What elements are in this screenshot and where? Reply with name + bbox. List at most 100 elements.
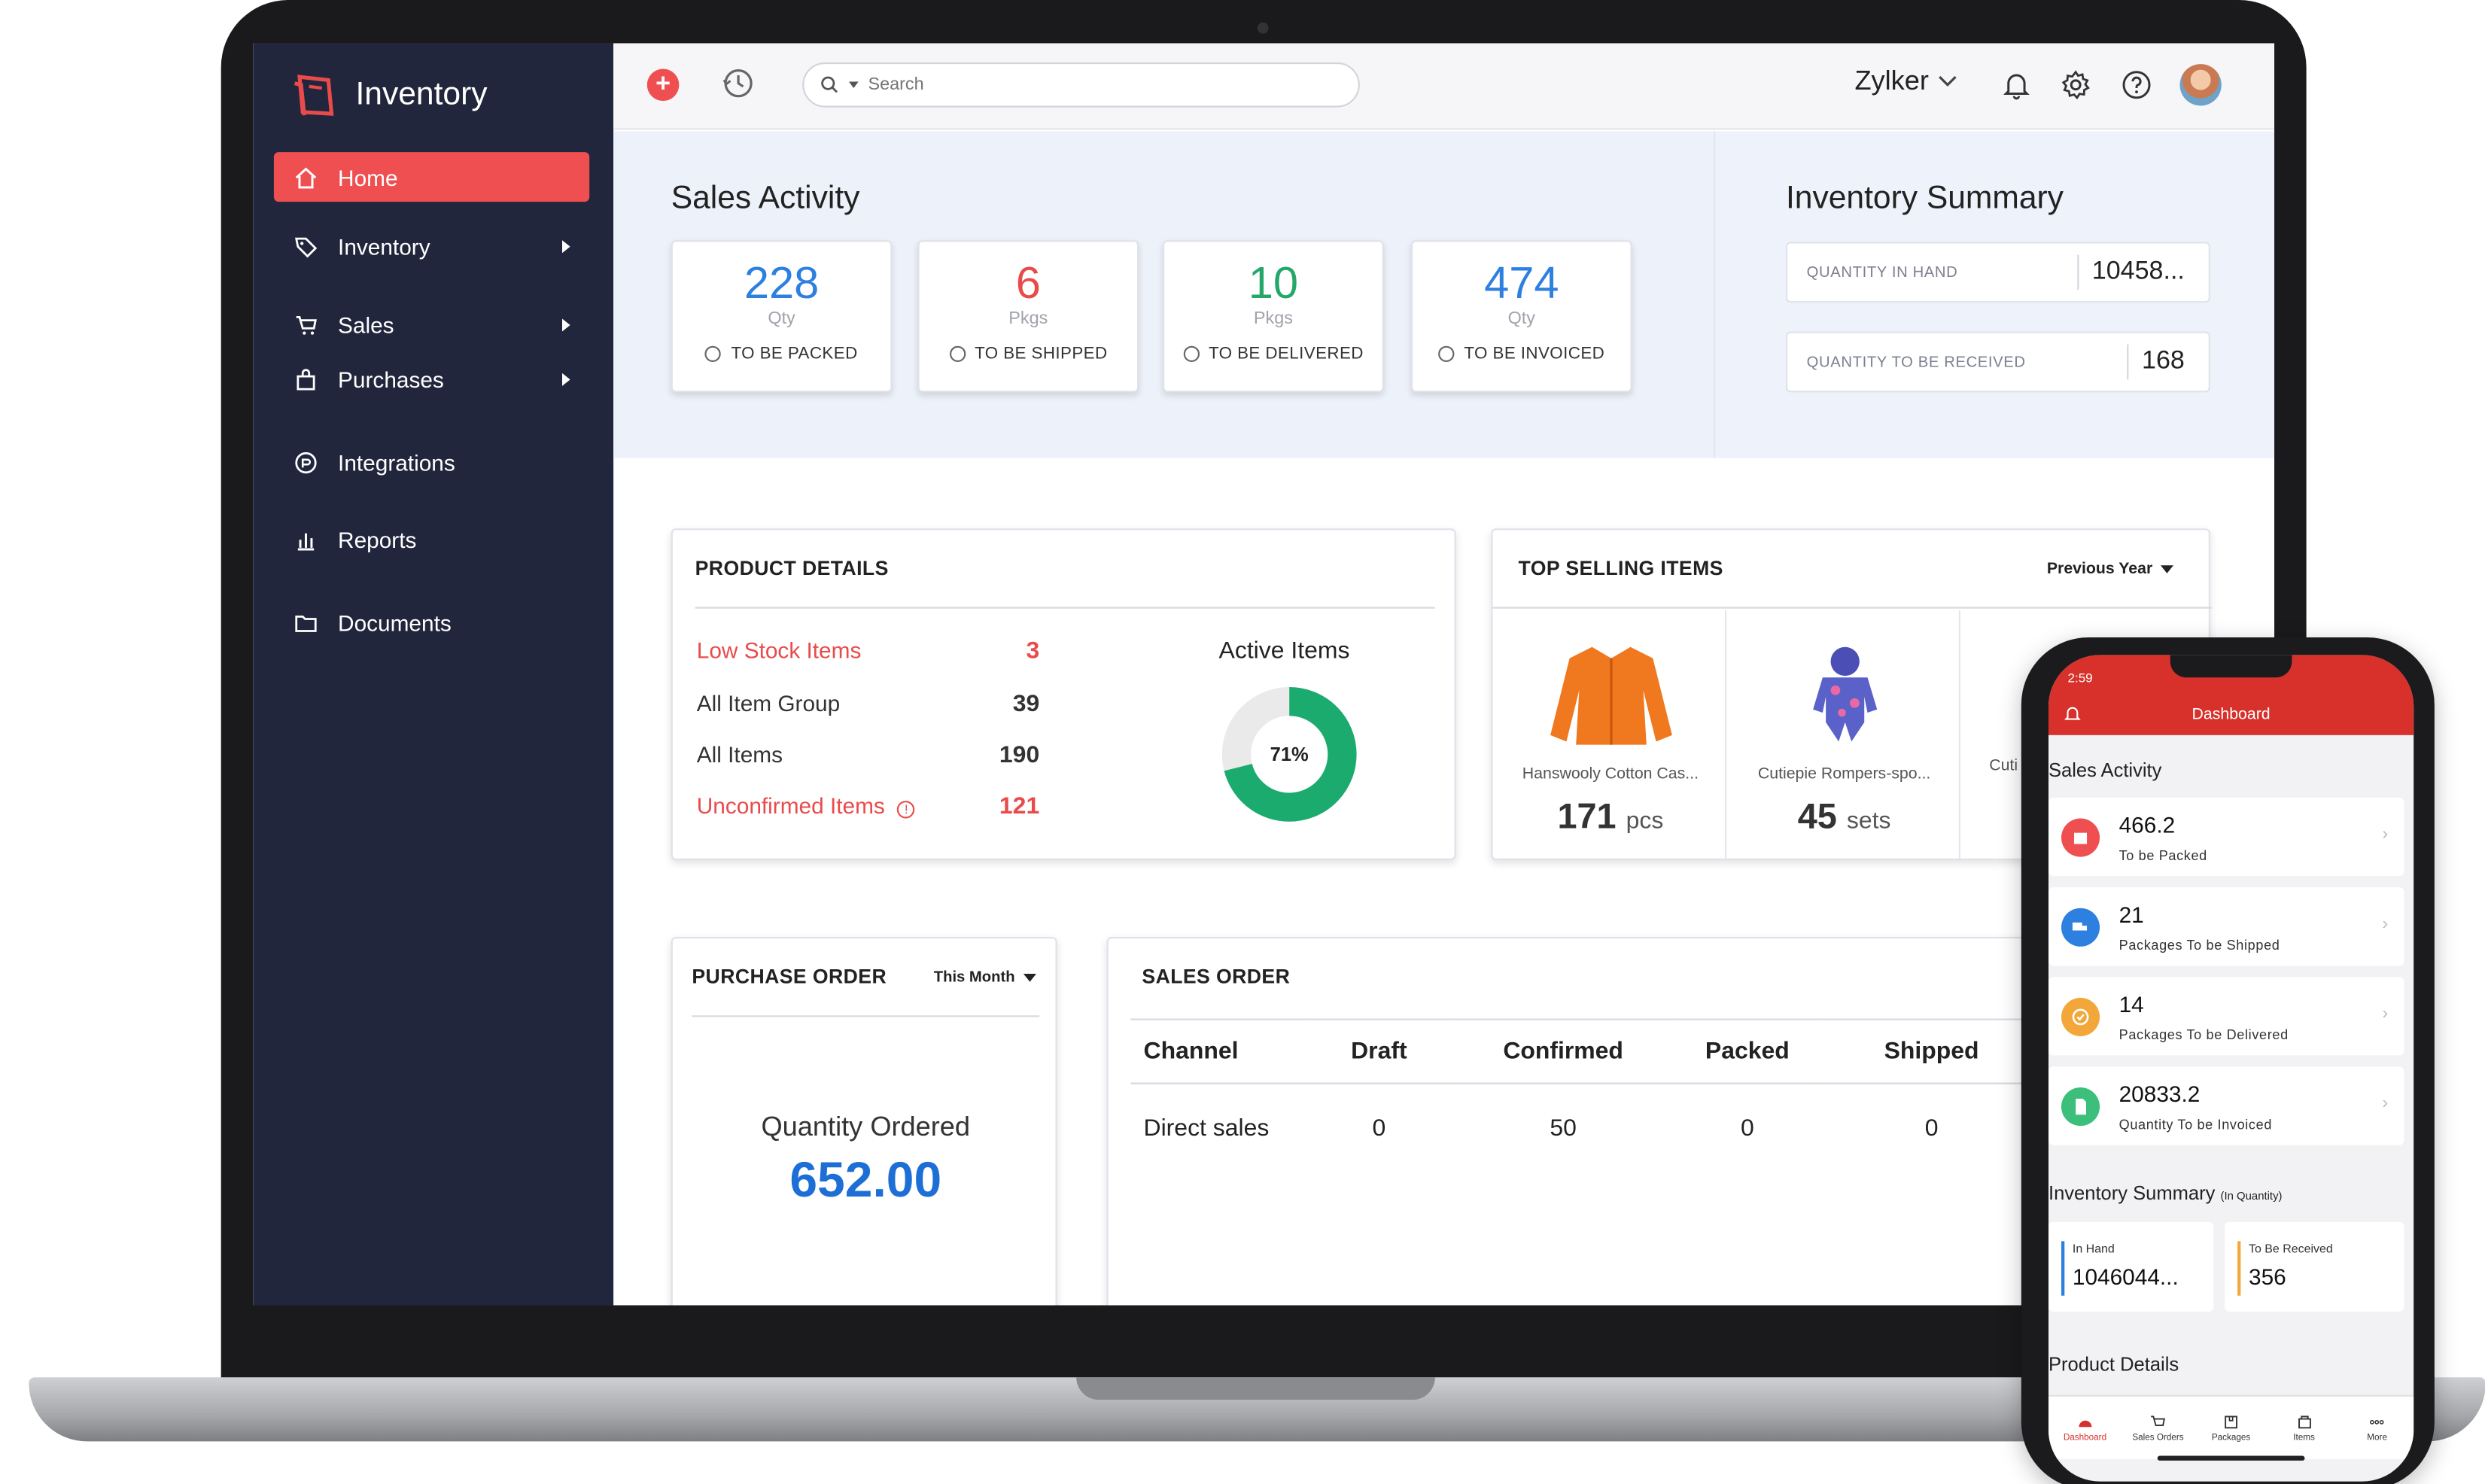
sidebar-item-documents[interactable]: Documents bbox=[274, 598, 589, 647]
tab-sales-orders[interactable]: Sales Orders bbox=[2122, 1397, 2195, 1459]
all-item-group-row[interactable]: All Item Group 39 bbox=[697, 690, 1039, 717]
phone-title: Dashboard bbox=[2191, 706, 2271, 724]
card-unit: Pkgs bbox=[1253, 309, 1293, 329]
sidebar-item-integrations[interactable]: Integrations bbox=[274, 437, 589, 487]
search-input[interactable] bbox=[868, 75, 1317, 95]
table-cell: 0 bbox=[1740, 1115, 1754, 1142]
card-value: 21 bbox=[2118, 902, 2144, 928]
sales-card-to-be-delivered[interactable]: 10 Pkgs TO BE DELIVERED bbox=[1163, 240, 1384, 393]
phone-screen: 2:59 Dashboard Sales Activity 466.2 To b… bbox=[2048, 655, 2414, 1482]
card-value: 228 bbox=[744, 257, 820, 308]
quantity-to-be-received-row: QUANTITY TO BE RECEIVED 168 bbox=[1785, 331, 2210, 393]
sidebar-item-home[interactable]: Home bbox=[273, 152, 590, 202]
invoice-icon bbox=[2061, 1087, 2100, 1127]
in-hand-value: 1046044... bbox=[2072, 1264, 2179, 1290]
org-name: Zylker bbox=[1854, 65, 1929, 96]
sales-card-to-be-packed[interactable]: 228 Qty TO BE PACKED bbox=[671, 240, 893, 393]
tab-more[interactable]: More bbox=[2341, 1397, 2414, 1459]
phone-to-be-received-card: To Be Received 356 bbox=[2225, 1221, 2404, 1312]
sidebar-item-label: Integrations bbox=[338, 449, 455, 476]
sales-order-title: SALES ORDER bbox=[1142, 966, 1291, 989]
inventory-summary-title: Inventory Summary bbox=[1785, 181, 2064, 217]
sales-card-to-be-shipped[interactable]: 6 Pkgs TO BE SHIPPED bbox=[917, 240, 1139, 393]
item-qty: 45 sets bbox=[1797, 795, 1891, 836]
row-value: 190 bbox=[999, 741, 1040, 769]
item-unit: pcs bbox=[1626, 807, 1664, 835]
bag-icon bbox=[293, 366, 318, 391]
card-unit: Qty bbox=[1507, 309, 1536, 329]
org-switcher[interactable]: Zylker bbox=[1854, 65, 1957, 98]
phone-card-packed[interactable]: 466.2 To be Packed › bbox=[2048, 797, 2404, 877]
product-details-panel: PRODUCT DETAILS Low Stock Items 3 All It… bbox=[671, 528, 1456, 860]
brand[interactable]: Inventory bbox=[291, 69, 488, 120]
dropdown-caret-icon bbox=[2160, 565, 2173, 573]
phone-product-details-title: Product Details bbox=[2048, 1353, 2179, 1376]
add-button[interactable]: + bbox=[646, 68, 680, 102]
top-item-card[interactable]: Hanswooly Cotton Cas... 171 pcs bbox=[1496, 610, 1727, 859]
card-label: Packages To be Shipped bbox=[2118, 936, 2280, 953]
period-dropdown[interactable]: This Month bbox=[934, 969, 1036, 987]
sidebar-item-reports[interactable]: Reports bbox=[274, 514, 589, 564]
card-value: 20833.2 bbox=[2118, 1081, 2201, 1107]
history-icon[interactable] bbox=[721, 65, 756, 101]
tab-packages[interactable]: Packages bbox=[2195, 1397, 2268, 1459]
sales-card-to-be-invoiced[interactable]: 474 Qty TO BE INVOICED bbox=[1410, 240, 1632, 393]
search-icon bbox=[821, 76, 838, 93]
phone-card-invoiced[interactable]: 20833.2 Quantity To be Invoiced › bbox=[2048, 1066, 2404, 1145]
sidebar-item-label: Reports bbox=[338, 526, 417, 552]
to-be-received-label: To Be Received bbox=[2248, 1241, 2333, 1256]
period-dropdown[interactable]: Previous Year bbox=[2047, 561, 2173, 578]
period-label: Previous Year bbox=[2046, 560, 2153, 579]
phone-card-delivered[interactable]: 14 Packages To be Delivered › bbox=[2048, 977, 2404, 1056]
card-label: TO BE INVOICED bbox=[1464, 344, 1605, 364]
column-header: Confirmed bbox=[1451, 1018, 1676, 1084]
phone-inventory-summary-title: Inventory Summary (In Quantity) bbox=[2048, 1181, 2283, 1205]
top-item-card[interactable]: Cutiepie Rompers-spo... 45 sets bbox=[1729, 610, 1960, 859]
sidebar-item-inventory[interactable]: Inventory bbox=[274, 221, 589, 271]
app-name: Inventory bbox=[355, 76, 488, 111]
search-box[interactable] bbox=[802, 62, 1360, 108]
sidebar: Inventory Home Inventory Sales Purchases bbox=[253, 43, 614, 1306]
low-stock-row[interactable]: Low Stock Items 3 bbox=[697, 637, 1039, 664]
gear-icon[interactable] bbox=[2060, 69, 2092, 102]
bar-chart-icon bbox=[293, 526, 318, 552]
all-items-row[interactable]: All Items 190 bbox=[697, 741, 1039, 768]
delivery-circle-icon bbox=[1182, 345, 1200, 362]
phone-header: 2:59 Dashboard bbox=[2048, 655, 2414, 735]
help-icon[interactable] bbox=[2121, 69, 2153, 102]
chevron-down-icon bbox=[1939, 76, 1957, 87]
items-icon bbox=[2298, 1415, 2310, 1428]
cart-icon bbox=[293, 312, 318, 337]
home-indicator bbox=[2157, 1455, 2305, 1461]
sales-activity-title: Sales Activity bbox=[671, 181, 860, 217]
product-details-title: PRODUCT DETAILS bbox=[695, 557, 889, 580]
unconfirmed-items-row[interactable]: Unconfirmed Items ! 121 bbox=[697, 792, 1039, 820]
sidebar-item-purchases[interactable]: Purchases bbox=[274, 354, 589, 403]
tab-label: Dashboard bbox=[2063, 1432, 2107, 1443]
more-icon bbox=[2370, 1419, 2384, 1424]
bell-icon[interactable] bbox=[2064, 704, 2081, 724]
integrations-icon bbox=[293, 449, 318, 475]
sidebar-item-label: Sales bbox=[338, 311, 394, 337]
sidebar-item-label: Inventory bbox=[338, 233, 430, 259]
truck-icon bbox=[2061, 908, 2100, 947]
quantity-in-hand-row: QUANTITY IN HAND 10458... bbox=[1785, 242, 2210, 303]
phone-card-shipped[interactable]: 21 Packages To be Shipped › bbox=[2048, 887, 2404, 966]
user-avatar[interactable] bbox=[2179, 64, 2222, 106]
bell-icon[interactable] bbox=[2000, 69, 2033, 102]
sidebar-item-sales[interactable]: Sales bbox=[274, 300, 589, 349]
folder-icon bbox=[293, 610, 318, 635]
tab-items[interactable]: Items bbox=[2268, 1397, 2341, 1459]
tab-dashboard[interactable]: Dashboard bbox=[2049, 1397, 2122, 1459]
in-hand-label: In Hand bbox=[2072, 1241, 2115, 1256]
top-item-card[interactable]: Cuti bbox=[1963, 610, 2194, 859]
purchase-order-title: PURCHASE ORDER bbox=[692, 966, 887, 989]
package-icon bbox=[2225, 1415, 2237, 1428]
search-filter-caret-icon[interactable] bbox=[848, 81, 859, 89]
tag-icon bbox=[293, 233, 318, 259]
summary-label: QUANTITY IN HAND bbox=[1806, 263, 1958, 281]
table-row[interactable]: Direct sales 0 50 0 0 bbox=[1131, 1084, 2044, 1173]
caret-right-icon bbox=[561, 318, 570, 332]
card-value: 6 bbox=[1015, 257, 1041, 308]
phone-in-hand-card: In Hand 1046044... bbox=[2048, 1221, 2214, 1312]
